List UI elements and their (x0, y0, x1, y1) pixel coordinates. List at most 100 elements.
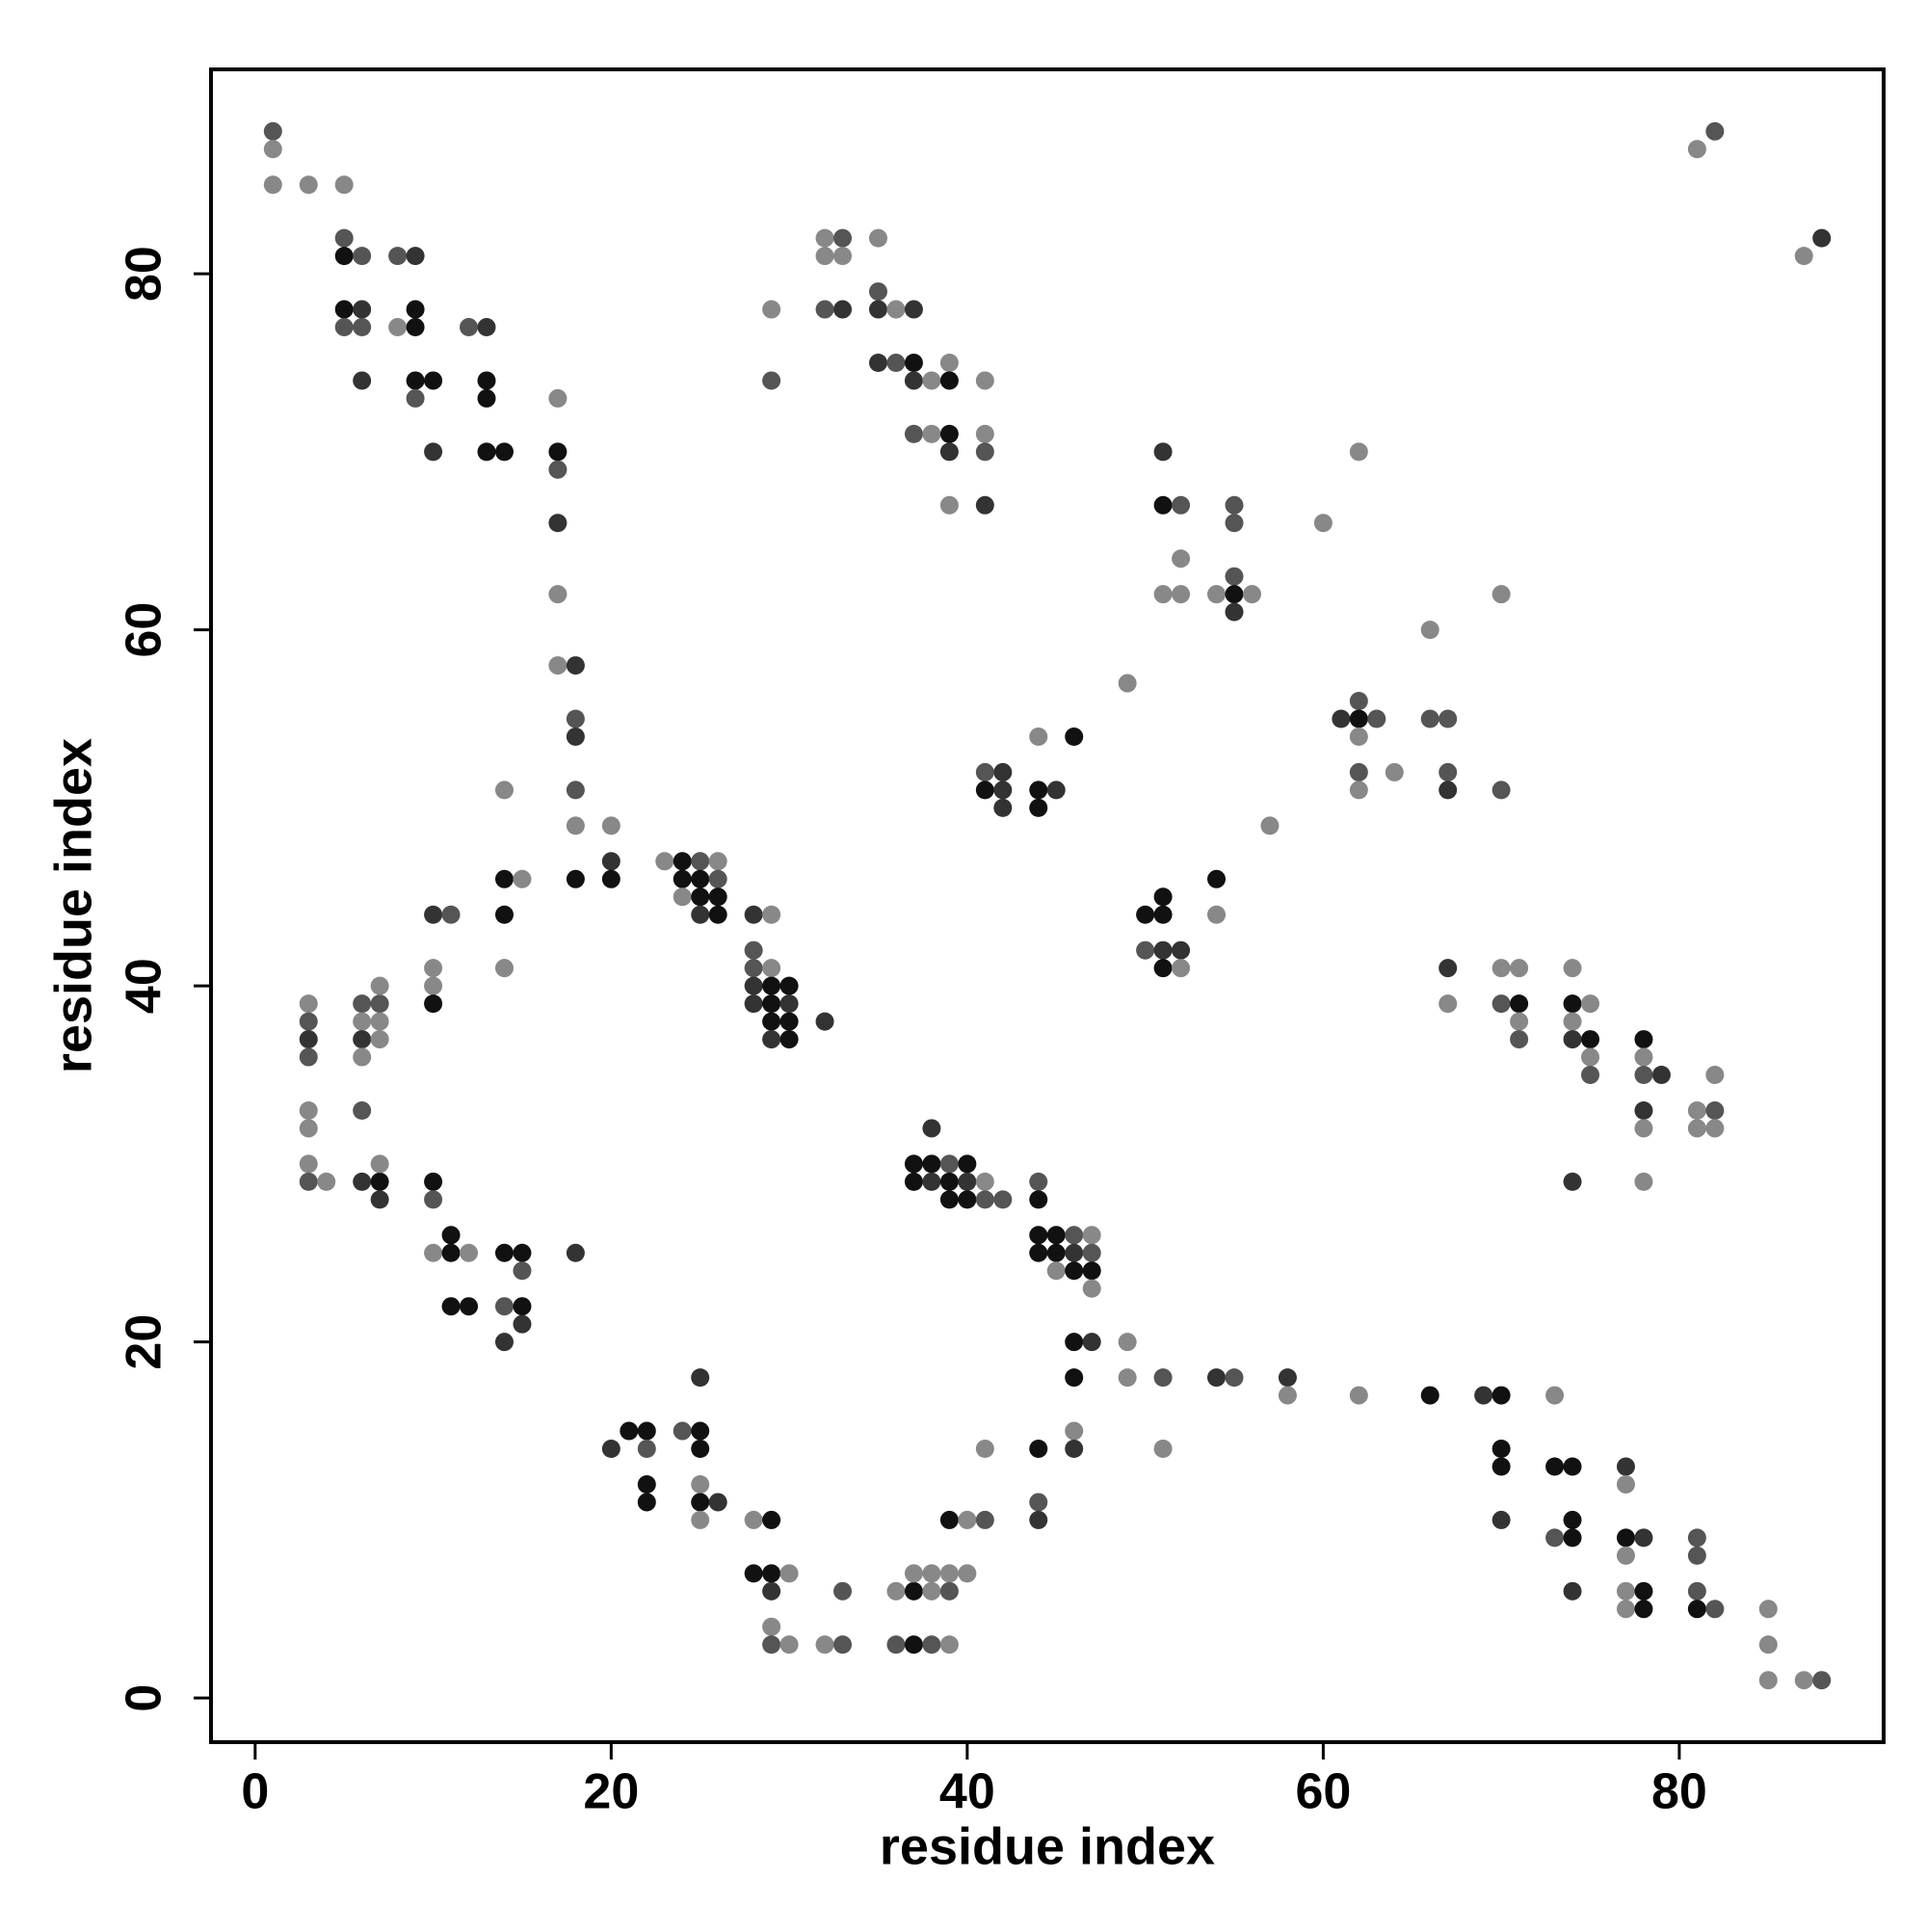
point (708, 1493, 727, 1512)
point (762, 1510, 781, 1529)
point (922, 424, 941, 443)
point (1420, 1386, 1439, 1405)
point (548, 514, 568, 533)
point (815, 1012, 834, 1031)
point (1705, 1100, 1725, 1120)
point (1651, 1066, 1671, 1085)
point (939, 1154, 959, 1174)
point (1634, 1066, 1653, 1085)
point (1758, 1600, 1778, 1619)
point (353, 994, 372, 1014)
x-tick-label: 40 (939, 1764, 995, 1820)
point (460, 318, 479, 337)
point (939, 1564, 959, 1583)
point (762, 300, 781, 319)
point (1082, 1261, 1101, 1281)
point (691, 1421, 710, 1441)
point (958, 1172, 977, 1191)
point (494, 781, 514, 800)
point (1313, 514, 1333, 533)
point (299, 1172, 318, 1191)
point (922, 371, 941, 390)
point (904, 1564, 923, 1583)
point (1046, 781, 1066, 800)
point (548, 460, 568, 479)
point (691, 1493, 710, 1512)
point (904, 353, 923, 372)
point (424, 959, 443, 978)
point (922, 1635, 941, 1654)
point (334, 175, 354, 195)
point (958, 1510, 977, 1529)
point (1172, 549, 1191, 569)
point (1616, 1546, 1635, 1565)
point (1029, 798, 1048, 817)
point (1349, 781, 1368, 800)
point (1029, 781, 1048, 800)
point (1153, 959, 1173, 978)
point (939, 353, 959, 372)
point (334, 247, 354, 266)
point (353, 247, 372, 266)
point (1029, 1172, 1048, 1191)
point (370, 994, 389, 1014)
point (1563, 1528, 1582, 1548)
point (1491, 1386, 1511, 1405)
point (762, 1617, 781, 1636)
point (299, 1154, 318, 1174)
y-tick-label: 60 (117, 602, 172, 658)
point (779, 976, 799, 995)
point (1510, 994, 1529, 1014)
x-tick-label: 80 (1651, 1764, 1707, 1820)
point (406, 371, 425, 390)
point (1634, 1172, 1653, 1191)
point (1225, 602, 1244, 622)
point (299, 1047, 318, 1067)
point (441, 1226, 461, 1245)
point (1687, 1528, 1706, 1548)
point (548, 656, 568, 675)
point (1029, 1493, 1048, 1512)
point (691, 1368, 710, 1388)
point (460, 1297, 479, 1316)
point (939, 424, 959, 443)
point (263, 140, 282, 159)
point (1136, 905, 1155, 924)
point (1545, 1528, 1565, 1548)
point (424, 371, 443, 390)
point (1332, 709, 1351, 728)
point (353, 318, 372, 337)
point (406, 318, 425, 337)
point (370, 1190, 389, 1209)
point (975, 1510, 994, 1529)
point (1491, 1440, 1511, 1459)
point (1439, 762, 1458, 781)
point (1634, 1030, 1653, 1049)
point (441, 1243, 461, 1262)
point (708, 905, 727, 924)
point (1420, 709, 1439, 728)
point (1118, 1333, 1137, 1352)
point (691, 1440, 710, 1459)
point (353, 1012, 372, 1031)
point (1616, 1528, 1635, 1548)
point (744, 959, 763, 978)
point (299, 1030, 318, 1049)
point (424, 994, 443, 1014)
point (424, 1172, 443, 1191)
point (1367, 709, 1386, 728)
point (1385, 762, 1404, 781)
point (1563, 959, 1582, 978)
point (1491, 1457, 1511, 1476)
point (1794, 1671, 1813, 1690)
point (513, 1314, 532, 1334)
point (762, 1581, 781, 1601)
point (1242, 585, 1261, 604)
point (566, 781, 585, 800)
point (334, 228, 354, 248)
point (779, 1564, 799, 1583)
point (673, 852, 692, 871)
point (513, 1261, 532, 1281)
point (1491, 959, 1511, 978)
point (762, 1564, 781, 1583)
